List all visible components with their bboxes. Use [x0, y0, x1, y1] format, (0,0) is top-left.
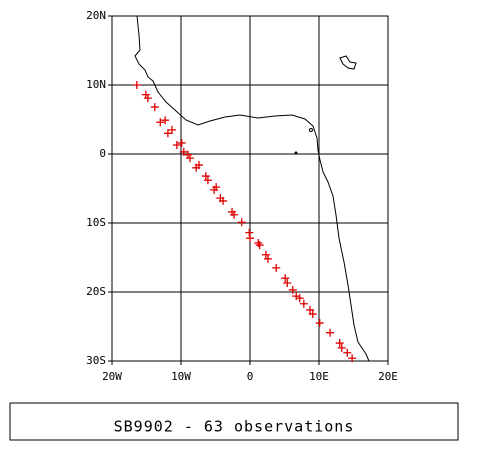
observation-marker: [254, 239, 263, 248]
observation-marker: [306, 305, 315, 314]
y-tick-label: 20N: [86, 9, 106, 22]
observation-marker: [295, 294, 304, 303]
observation-marker: [219, 196, 228, 205]
observation-marker: [168, 125, 177, 134]
observation-marker: [237, 218, 246, 227]
observation-marker: [335, 339, 344, 348]
y-tick-label: 10S: [86, 216, 106, 229]
observation-marker: [263, 254, 272, 263]
x-tick-label: 0: [247, 370, 254, 383]
observation-marker: [230, 210, 239, 219]
observation-marker: [299, 299, 308, 308]
observation-marker: [315, 319, 324, 328]
observation-marker: [161, 116, 170, 125]
observation-marker: [150, 103, 159, 112]
island: [339, 55, 357, 70]
observation-marker: [179, 147, 188, 156]
observation-marker: [132, 81, 141, 89]
observation-marker: [203, 176, 212, 185]
observation-marker: [283, 279, 292, 288]
observation-marker: [348, 354, 357, 363]
observation-marker: [272, 263, 281, 272]
islet: [309, 128, 313, 132]
observation-marker: [337, 343, 346, 352]
observation-marker: [177, 138, 186, 147]
observation-marker: [163, 129, 172, 138]
observation-marker: [212, 183, 221, 192]
x-tick-label: 20W: [102, 370, 122, 383]
observation-marker: [261, 250, 270, 259]
observation-marker: [288, 285, 297, 294]
observation-marker: [255, 241, 264, 250]
x-tick-label: 10E: [309, 370, 329, 383]
coastline: [134, 15, 370, 362]
y-tick-label: 10N: [86, 78, 106, 91]
observation-marker: [172, 141, 181, 150]
caption: SB9902 - 63 observations: [114, 418, 355, 436]
y-tick-label: 20S: [86, 285, 106, 298]
x-tick-label: 20E: [378, 370, 398, 383]
observation-marker: [201, 172, 210, 181]
observation-marker: [246, 234, 254, 243]
observation-marker: [143, 94, 152, 103]
observation-marker: [156, 118, 165, 127]
y-tick-label: 30S: [86, 354, 106, 367]
caption-box: [9, 402, 459, 441]
observation-marker: [245, 228, 254, 237]
observation-marker: [308, 310, 317, 319]
africa-coast: [134, 15, 370, 362]
observation-marker: [185, 154, 194, 163]
observation-marker: [326, 328, 335, 337]
observation-marker: [281, 274, 290, 283]
observation-marker: [343, 348, 352, 357]
x-tick-label: 10W: [171, 370, 191, 383]
y-tick-label: 0: [99, 147, 106, 160]
observation-marker: [194, 161, 203, 170]
